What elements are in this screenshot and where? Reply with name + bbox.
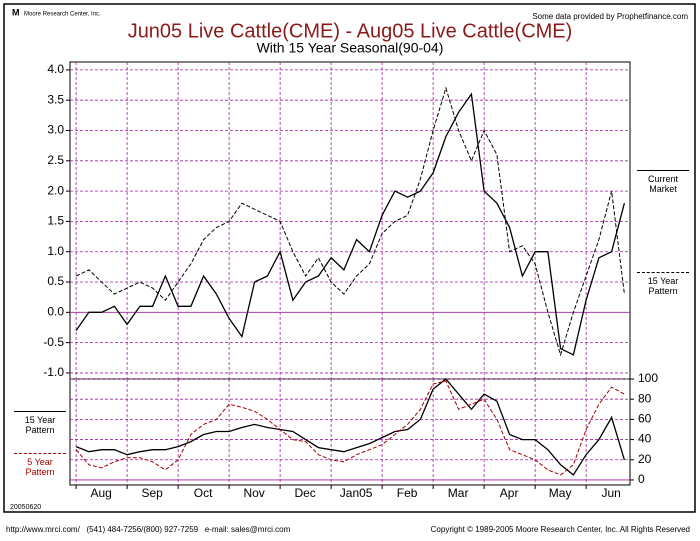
logo-mark: M <box>12 7 20 17</box>
y-tick-label: -0.5 <box>43 335 64 349</box>
plot-area <box>69 61 631 380</box>
y-tick-label: -1.0 <box>43 365 64 379</box>
x-tick-label: Aug <box>90 486 111 500</box>
y-tick-label: 4.0 <box>47 62 64 76</box>
frame <box>3 3 696 513</box>
series-line <box>75 378 626 476</box>
y-tick-label: 0 <box>638 472 645 486</box>
x-tick-label: Feb <box>397 486 418 500</box>
y-tick-label: 60 <box>638 412 652 426</box>
plot-area <box>69 378 631 486</box>
source: Some data provided by Prophetfinance.com <box>532 12 688 21</box>
y-tick-label: 2.5 <box>47 153 64 167</box>
legend-entry: 15 Year Pattern <box>637 272 689 296</box>
y-tick-label: 0.0 <box>47 304 64 318</box>
x-tick-label: Apr <box>500 486 519 500</box>
logo: Moore Research Center, Inc. <box>24 12 101 18</box>
legend-entry: Current Market <box>637 170 689 194</box>
copyright: Copyright © 1989-2005 Moore Research Cen… <box>431 525 690 534</box>
series-line <box>75 380 625 476</box>
x-tick-label: Jun <box>601 486 620 500</box>
legend-entry: 15 Year Pattern <box>14 411 66 435</box>
y-tick-label: 3.0 <box>47 123 64 137</box>
y-tick-label: 2.0 <box>47 183 64 197</box>
y-tick-label: 20 <box>638 452 652 466</box>
chart-title: Jun05 Live Cattle(CME) - Aug05 Live Catt… <box>128 20 573 42</box>
x-tick-label: Oct <box>194 486 213 500</box>
contact: http://www.mrci.com/ (541) 484-7256/(800… <box>6 525 291 534</box>
date: 20050620 <box>10 504 41 511</box>
x-tick-label: Jan05 <box>340 486 373 500</box>
y-tick-label: 1.0 <box>47 244 64 258</box>
x-tick-label: Sep <box>141 486 163 500</box>
chart-subtitle: With 15 Year Seasonal(90-04) <box>257 40 444 56</box>
series-line <box>75 92 626 356</box>
x-tick-label: Dec <box>294 486 315 500</box>
series-line <box>75 86 625 357</box>
y-tick-label: 40 <box>638 432 652 446</box>
y-tick-label: 80 <box>638 391 652 405</box>
y-tick-label: 0.5 <box>47 274 64 288</box>
y-tick-label: 1.5 <box>47 214 64 228</box>
x-tick-label: Mar <box>448 486 469 500</box>
legend-entry: 5 Year Pattern <box>14 453 66 477</box>
x-tick-label: May <box>549 486 572 500</box>
x-tick-label: Nov <box>243 486 264 500</box>
y-tick-label: 3.5 <box>47 92 64 106</box>
y-tick-label: 100 <box>638 371 658 385</box>
